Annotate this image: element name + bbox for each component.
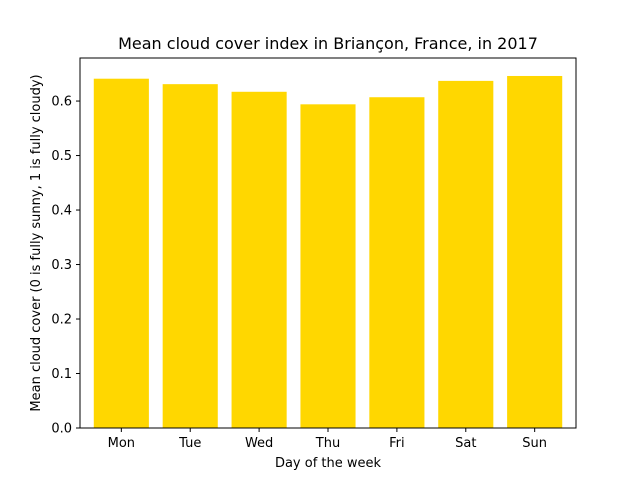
y-tick-label: 0.2 bbox=[51, 313, 72, 328]
bar-sun bbox=[507, 75, 563, 428]
bars-group bbox=[93, 75, 563, 429]
x-tick-label: Fri bbox=[389, 436, 405, 451]
x-tick-label: Sat bbox=[455, 436, 476, 451]
bar-tue bbox=[162, 84, 218, 428]
x-axis-ticks: Mon Tue Wed Thu Fri Sat Sun bbox=[108, 428, 547, 451]
plot-frame bbox=[79, 57, 577, 429]
x-tick-label: Sun bbox=[522, 436, 547, 451]
y-tick-label: 0.4 bbox=[51, 204, 72, 219]
bar-thu bbox=[300, 104, 356, 428]
chart-title: Mean cloud cover index in Briançon, Fran… bbox=[118, 34, 538, 53]
bar-fri bbox=[369, 97, 425, 429]
y-tick-label: 0.5 bbox=[51, 149, 72, 164]
bar-wed bbox=[231, 91, 287, 429]
y-tick-label: 0.6 bbox=[51, 95, 72, 110]
y-tick-label: 0.3 bbox=[51, 258, 72, 273]
y-tick-label: 0.0 bbox=[51, 422, 72, 437]
x-tick-label: Mon bbox=[108, 436, 135, 451]
x-tick-label: Tue bbox=[178, 436, 201, 451]
y-axis-label: Mean cloud cover (0 is fully sunny, 1 is… bbox=[29, 74, 44, 411]
bar-sat bbox=[438, 80, 494, 428]
y-axis-ticks: 0.0 0.1 0.2 0.3 0.4 0.5 0.6 bbox=[51, 95, 80, 437]
bar-mon bbox=[93, 78, 149, 429]
x-tick-label: Wed bbox=[245, 436, 273, 451]
x-tick-label: Thu bbox=[315, 436, 340, 451]
x-axis-label: Day of the week bbox=[275, 456, 382, 471]
y-tick-label: 0.1 bbox=[51, 367, 72, 382]
